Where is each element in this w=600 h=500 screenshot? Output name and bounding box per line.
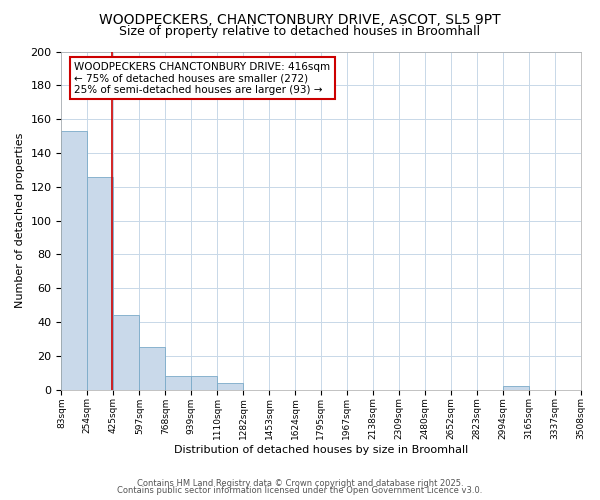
Bar	[165, 376, 191, 390]
X-axis label: Distribution of detached houses by size in Broomhall: Distribution of detached houses by size …	[174, 445, 468, 455]
Text: WOODPECKERS, CHANCTONBURY DRIVE, ASCOT, SL5 9PT: WOODPECKERS, CHANCTONBURY DRIVE, ASCOT, …	[99, 12, 501, 26]
Y-axis label: Number of detached properties: Number of detached properties	[15, 133, 25, 308]
Bar	[139, 348, 165, 390]
Bar	[503, 386, 529, 390]
Text: WOODPECKERS CHANCTONBURY DRIVE: 416sqm
← 75% of detached houses are smaller (272: WOODPECKERS CHANCTONBURY DRIVE: 416sqm ←…	[74, 62, 331, 95]
Text: Contains public sector information licensed under the Open Government Licence v3: Contains public sector information licen…	[118, 486, 482, 495]
Bar	[88, 176, 113, 390]
Bar	[191, 376, 217, 390]
Bar	[61, 131, 88, 390]
Bar	[113, 316, 139, 390]
Bar	[217, 383, 243, 390]
Text: Size of property relative to detached houses in Broomhall: Size of property relative to detached ho…	[119, 25, 481, 38]
Text: Contains HM Land Registry data © Crown copyright and database right 2025.: Contains HM Land Registry data © Crown c…	[137, 478, 463, 488]
